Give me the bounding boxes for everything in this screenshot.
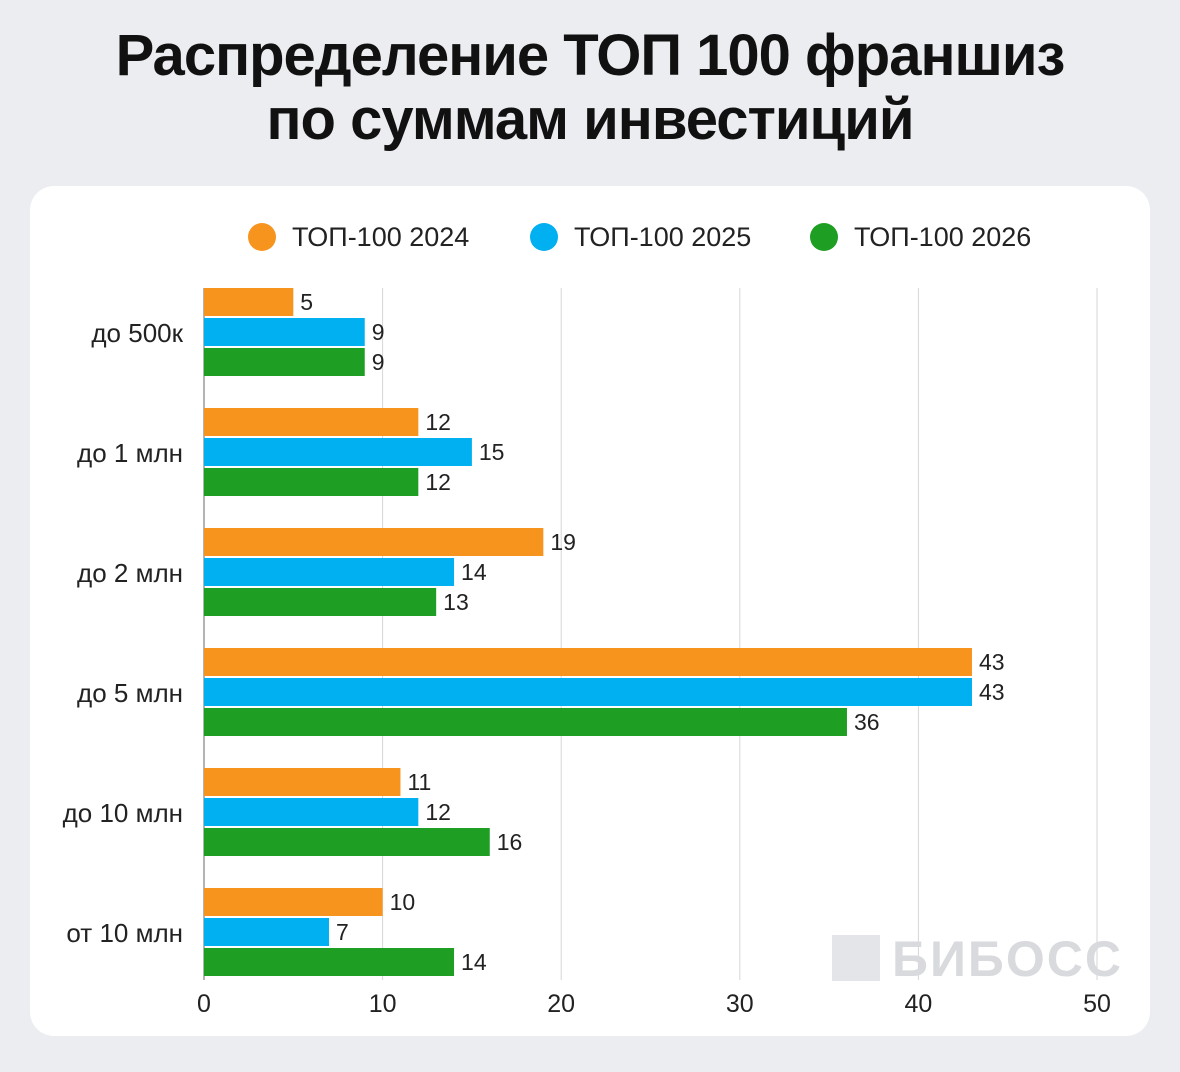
bar <box>204 468 419 496</box>
legend-label-1: ТОП-100 2024 <box>292 222 469 252</box>
category-label: до 10 млн <box>63 798 183 828</box>
legend-swatch-2 <box>530 223 558 251</box>
value-label: 16 <box>497 829 523 855</box>
value-label: 5 <box>300 289 313 315</box>
value-label: 9 <box>372 349 385 375</box>
value-label: 13 <box>443 589 469 615</box>
value-label: 43 <box>979 649 1005 675</box>
bar <box>204 408 419 436</box>
value-label: 10 <box>390 889 416 915</box>
value-label: 11 <box>407 769 431 795</box>
bar <box>204 438 472 466</box>
legend-swatch-1 <box>248 223 276 251</box>
category-label: до 2 млн <box>77 558 183 588</box>
value-label: 9 <box>372 319 385 345</box>
bar <box>204 918 330 946</box>
watermark: БИБОСС <box>832 931 1123 987</box>
x-tick-label: 0 <box>197 990 211 1018</box>
value-label: 14 <box>461 949 487 975</box>
bar <box>204 348 365 376</box>
value-label: 36 <box>854 709 880 735</box>
bars: 5 9 9 12 15 12 19 14 13 43 43 36 11 12 16 10 7 14 <box>204 288 1005 976</box>
legend: ТОП-100 2024 ТОП-100 2025 ТОП-100 2026 <box>248 222 1031 252</box>
bar <box>204 888 383 916</box>
bar <box>204 558 455 586</box>
value-label: 12 <box>425 409 451 435</box>
value-label: 15 <box>479 439 505 465</box>
category-label: от 10 млн <box>66 918 183 948</box>
bar <box>204 948 455 976</box>
legend-label-2: ТОП-100 2025 <box>574 222 751 252</box>
category-label: до 500к <box>91 318 183 348</box>
bar <box>204 528 544 556</box>
bar <box>204 318 365 346</box>
x-tick-label: 20 <box>547 990 575 1018</box>
bar <box>204 588 437 616</box>
value-label: 14 <box>461 559 487 585</box>
legend-label-3: ТОП-100 2026 <box>854 222 1031 252</box>
watermark-text: БИБОСС <box>892 931 1123 987</box>
bar <box>204 708 847 736</box>
value-label: 43 <box>979 679 1005 705</box>
category-label: до 5 млн <box>77 678 183 708</box>
value-label: 12 <box>425 469 451 495</box>
bar <box>204 678 972 706</box>
value-label: 19 <box>550 529 576 555</box>
value-label: 12 <box>425 799 451 825</box>
bar <box>204 768 401 796</box>
legend-swatch-3 <box>810 223 838 251</box>
chart-title-line-2: по суммам инвестиций <box>266 87 915 152</box>
value-label: 7 <box>336 919 349 945</box>
category-labels: до 500к до 1 млн до 2 млн до 5 млн до 10 млн… <box>63 318 184 948</box>
bar <box>204 828 490 856</box>
bar <box>204 648 972 676</box>
category-label: до 1 млн <box>77 438 183 468</box>
bar <box>204 798 419 826</box>
chart-title: Распределение ТОП 100 франшиз по суммам … <box>0 24 1180 152</box>
watermark-logo-icon <box>832 935 880 981</box>
x-tick-label: 50 <box>1083 990 1111 1018</box>
x-tick-label: 40 <box>904 990 932 1018</box>
x-axis-ticks: 0 10 20 30 40 50 <box>197 990 1111 1018</box>
grid-lines <box>203 288 1098 980</box>
x-tick-label: 30 <box>726 990 754 1018</box>
chart-title-line-1: Распределение ТОП 100 франшиз <box>115 23 1066 88</box>
x-tick-label: 10 <box>369 990 397 1018</box>
bar <box>204 288 294 316</box>
